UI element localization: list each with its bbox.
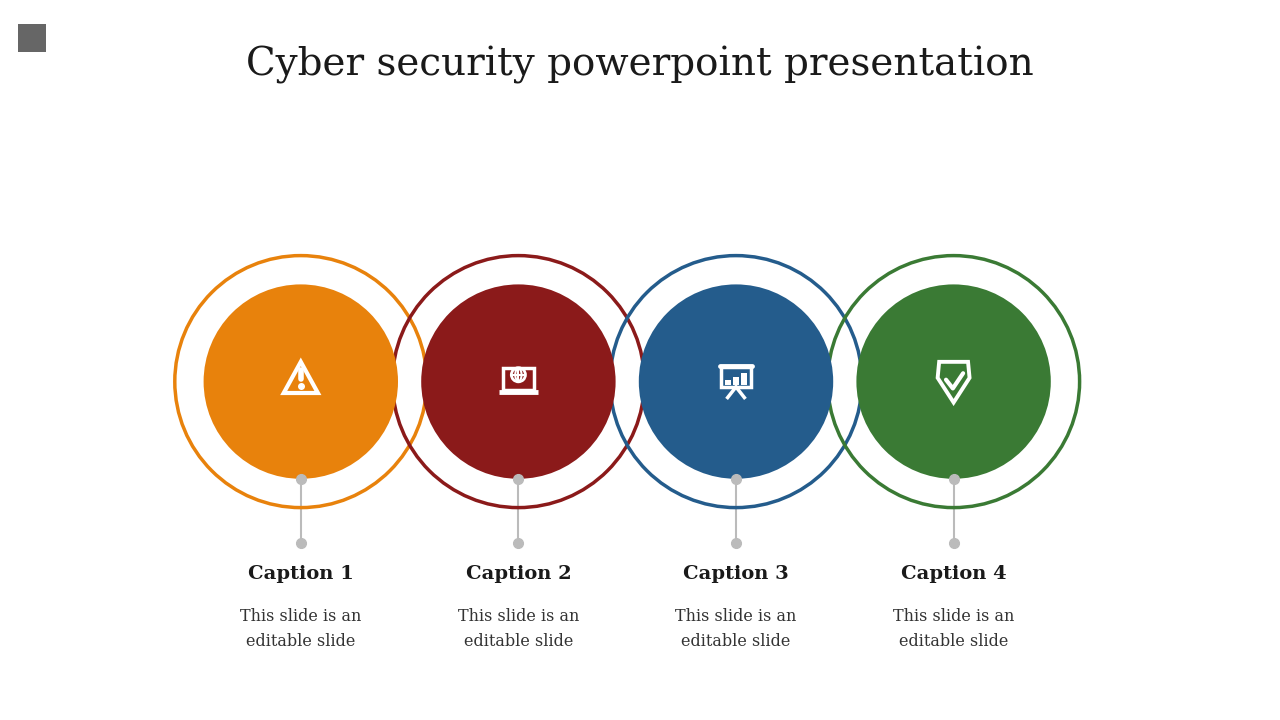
- Text: This slide is an
editable slide: This slide is an editable slide: [676, 608, 796, 650]
- FancyBboxPatch shape: [741, 373, 748, 385]
- Text: Caption 3: Caption 3: [684, 565, 788, 583]
- Text: Caption 4: Caption 4: [901, 565, 1006, 583]
- Text: This slide is an
editable slide: This slide is an editable slide: [458, 608, 579, 650]
- FancyBboxPatch shape: [733, 377, 739, 385]
- Bar: [18, 24, 46, 52]
- Text: This slide is an
editable slide: This slide is an editable slide: [893, 608, 1014, 650]
- Circle shape: [204, 284, 398, 479]
- Circle shape: [856, 284, 1051, 479]
- Text: This slide is an
editable slide: This slide is an editable slide: [241, 608, 361, 650]
- Text: Caption 2: Caption 2: [466, 565, 571, 583]
- FancyBboxPatch shape: [724, 380, 731, 385]
- Circle shape: [639, 284, 833, 479]
- Circle shape: [421, 284, 616, 479]
- Text: Caption 1: Caption 1: [248, 565, 353, 583]
- Text: Cyber security powerpoint presentation: Cyber security powerpoint presentation: [246, 46, 1034, 84]
